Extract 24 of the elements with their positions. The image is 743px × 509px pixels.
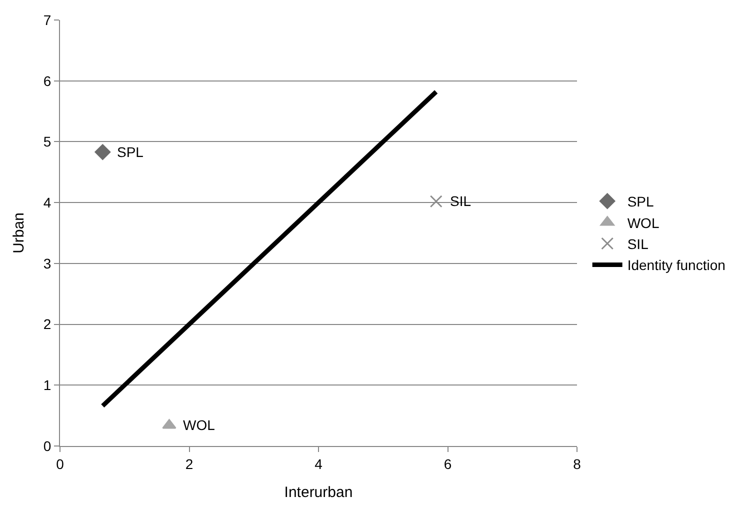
point <box>94 144 111 160</box>
y-axis-title: Urban <box>10 212 28 254</box>
x-tick-label: 0 <box>56 456 64 472</box>
legend-label: WOL <box>627 214 660 231</box>
annotation: WOL <box>183 417 216 433</box>
legend-label: Identity function <box>627 257 726 274</box>
y-tick-label: 6 <box>43 72 52 89</box>
annotation: SPL <box>117 144 144 160</box>
y-tick-label: 0 <box>43 438 52 454</box>
y-tick-label: 7 <box>43 12 52 28</box>
x-tick-label: 8 <box>573 456 582 472</box>
y-tick-label: 5 <box>43 134 52 150</box>
y-tick-label: 3 <box>43 255 52 272</box>
y-tick-label: 4 <box>43 194 52 210</box>
legend-label: SIL <box>627 236 649 252</box>
x-axis-title: Interurban <box>284 484 353 501</box>
x-tick-label: 6 <box>444 456 452 472</box>
legend-label: SPL <box>627 194 654 210</box>
y-tick-label: 1 <box>43 377 52 394</box>
x-tick-label: 4 <box>314 456 323 472</box>
point <box>430 195 442 208</box>
x-tick-label: 2 <box>185 456 194 472</box>
annotation: SIL <box>450 193 472 209</box>
y-tick-label: 2 <box>43 316 52 332</box>
